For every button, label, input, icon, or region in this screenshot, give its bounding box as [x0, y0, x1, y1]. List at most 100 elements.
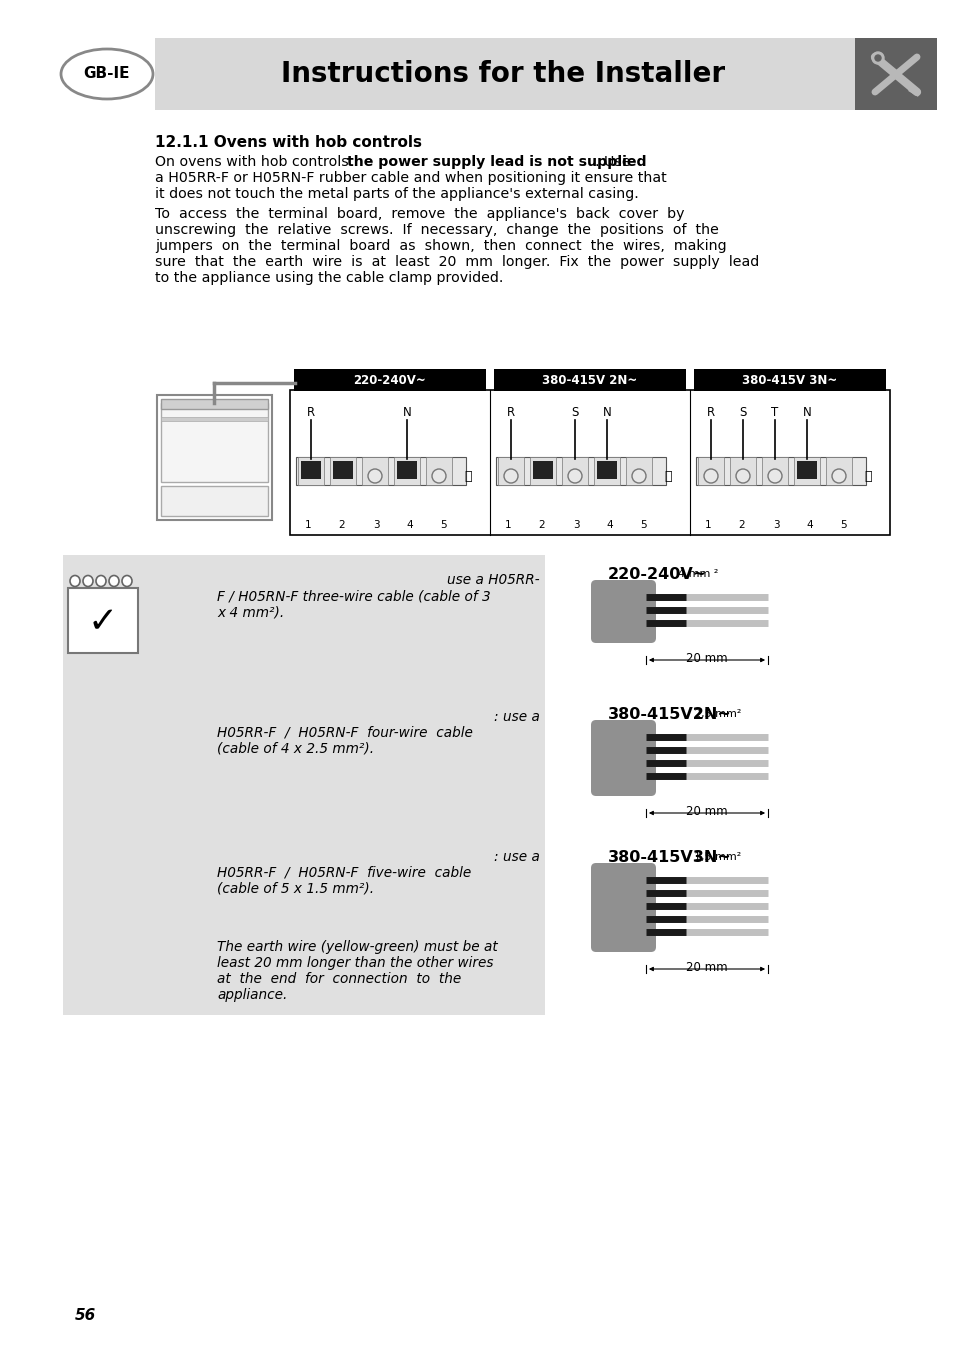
Text: 1,5 mm²: 1,5 mm²: [693, 852, 740, 863]
Text: x 4 mm²).: x 4 mm²).: [216, 604, 284, 619]
Bar: [825, 457, 851, 485]
Bar: [297, 457, 324, 485]
Bar: [295, 457, 465, 485]
Text: R: R: [307, 406, 314, 419]
Text: 3: 3: [572, 521, 578, 530]
Bar: [361, 457, 388, 485]
Circle shape: [567, 469, 581, 483]
Text: N: N: [602, 406, 611, 419]
Bar: [394, 457, 419, 485]
Text: 3: 3: [772, 521, 779, 530]
Text: 4: 4: [406, 521, 413, 530]
Text: (cable of 4 x 2.5 mm²).: (cable of 4 x 2.5 mm²).: [216, 742, 374, 756]
Text: a H05RR-F or H05RN-F rubber cable and when positioning it ensure that: a H05RR-F or H05RN-F rubber cable and wh…: [154, 170, 666, 185]
Text: 220-240V~: 220-240V~: [354, 373, 426, 387]
Bar: [426, 457, 452, 485]
Ellipse shape: [122, 576, 132, 587]
Text: 3: 3: [373, 521, 379, 530]
Bar: [594, 457, 619, 485]
Bar: [561, 457, 587, 485]
Text: 5: 5: [440, 521, 447, 530]
Ellipse shape: [109, 576, 119, 587]
Text: N: N: [402, 406, 411, 419]
Bar: [290, 389, 889, 535]
Bar: [161, 485, 268, 516]
Bar: [161, 399, 268, 410]
Text: 4: 4: [806, 521, 813, 530]
Bar: [497, 457, 523, 485]
Bar: [154, 38, 854, 110]
Text: R: R: [706, 406, 715, 419]
Bar: [693, 369, 885, 391]
Bar: [330, 457, 355, 485]
FancyBboxPatch shape: [590, 863, 656, 952]
Text: : use a: : use a: [494, 710, 539, 725]
Bar: [494, 369, 685, 391]
Circle shape: [503, 469, 517, 483]
Bar: [796, 461, 816, 479]
Text: : use a: : use a: [494, 850, 539, 864]
Ellipse shape: [70, 576, 80, 587]
Text: GB-IE: GB-IE: [84, 66, 131, 81]
Text: 4 mm ²: 4 mm ²: [678, 569, 718, 579]
Bar: [533, 461, 553, 479]
FancyBboxPatch shape: [590, 721, 656, 796]
Text: 4: 4: [606, 521, 613, 530]
Bar: [161, 416, 268, 420]
Text: N: N: [801, 406, 810, 419]
Bar: [63, 556, 544, 1015]
Text: The earth wire (yellow-green) must be at: The earth wire (yellow-green) must be at: [216, 940, 497, 955]
Circle shape: [703, 469, 718, 483]
Text: ⏚: ⏚: [863, 469, 871, 483]
Bar: [68, 588, 138, 653]
Circle shape: [874, 55, 880, 61]
Bar: [696, 457, 865, 485]
Text: ⏚: ⏚: [663, 469, 671, 483]
Text: F / H05RN-F three-wire cable (cable of 3: F / H05RN-F three-wire cable (cable of 3: [216, 589, 490, 603]
Text: S: S: [739, 406, 746, 419]
Text: H05RR-F  /  H05RN-F  four-wire  cable: H05RR-F / H05RN-F four-wire cable: [216, 726, 473, 740]
Bar: [729, 457, 755, 485]
Text: 380-415V 3N~: 380-415V 3N~: [741, 373, 837, 387]
Circle shape: [368, 469, 381, 483]
Text: it does not touch the metal parts of the appliance's external casing.: it does not touch the metal parts of the…: [154, 187, 639, 201]
Bar: [333, 461, 353, 479]
Text: use a H05RR-: use a H05RR-: [447, 573, 539, 587]
Text: 20 mm: 20 mm: [685, 961, 727, 973]
Text: H05RR-F  /  H05RN-F  five-wire  cable: H05RR-F / H05RN-F five-wire cable: [216, 867, 471, 880]
Text: sure  that  the  earth  wire  is  at  least  20  mm  longer.  Fix  the  power  s: sure that the earth wire is at least 20 …: [154, 256, 759, 269]
Text: ✓: ✓: [88, 604, 118, 639]
Text: appliance.: appliance.: [216, 988, 287, 1002]
Bar: [597, 461, 617, 479]
Text: 220-240V~: 220-240V~: [607, 566, 706, 581]
Bar: [161, 403, 268, 483]
Text: 2: 2: [338, 521, 345, 530]
Text: 5: 5: [840, 521, 846, 530]
Text: . Use: . Use: [595, 155, 630, 169]
Text: 2,5 mm²: 2,5 mm²: [693, 708, 740, 719]
Text: T: T: [771, 406, 778, 419]
Circle shape: [767, 469, 781, 483]
Bar: [294, 369, 485, 391]
Circle shape: [871, 51, 883, 64]
Bar: [793, 457, 820, 485]
Text: ⏚: ⏚: [464, 469, 471, 483]
Text: 12.1.1 Ovens with hob controls: 12.1.1 Ovens with hob controls: [154, 135, 421, 150]
Circle shape: [735, 469, 749, 483]
Text: 1: 1: [504, 521, 511, 530]
FancyBboxPatch shape: [590, 580, 656, 644]
Bar: [301, 461, 320, 479]
Ellipse shape: [61, 49, 152, 99]
Text: On ovens with hob controls: On ovens with hob controls: [154, 155, 353, 169]
Ellipse shape: [96, 576, 106, 587]
Text: To  access  the  terminal  board,  remove  the  appliance's  back  cover  by: To access the terminal board, remove the…: [154, 207, 684, 220]
Text: 2: 2: [738, 521, 744, 530]
Bar: [625, 457, 651, 485]
Text: the power supply lead is not supplied: the power supply lead is not supplied: [347, 155, 646, 169]
Text: to the appliance using the cable clamp provided.: to the appliance using the cable clamp p…: [154, 270, 503, 285]
Text: Instructions for the Installer: Instructions for the Installer: [280, 59, 724, 88]
Text: 2: 2: [538, 521, 545, 530]
Text: 56: 56: [75, 1307, 96, 1324]
Bar: [530, 457, 556, 485]
Text: at  the  end  for  connection  to  the: at the end for connection to the: [216, 972, 460, 986]
